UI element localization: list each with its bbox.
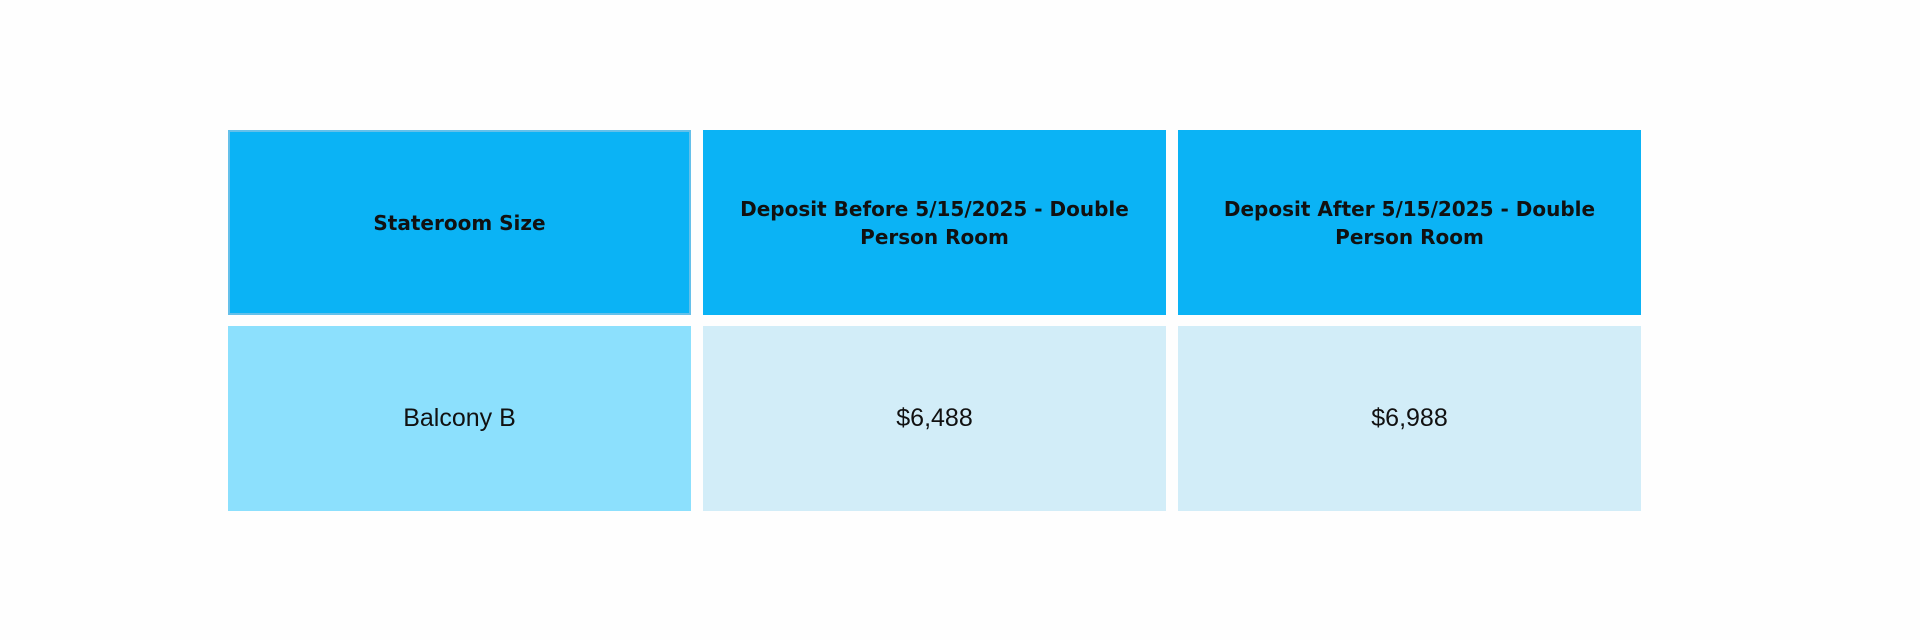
header-cell: Deposit Before 5/15/2025 - Double Person… (703, 130, 1166, 315)
table-cell: $6,488 (703, 326, 1166, 511)
table-cell: $6,988 (1178, 326, 1641, 511)
header-cell: Deposit After 5/15/2025 - Double Person … (1178, 130, 1641, 315)
table-cell: Balcony B (228, 326, 691, 511)
header-cell: Stateroom Size (228, 130, 691, 315)
deposit-table: Stateroom Size Deposit Before 5/15/2025 -… (228, 130, 1641, 511)
